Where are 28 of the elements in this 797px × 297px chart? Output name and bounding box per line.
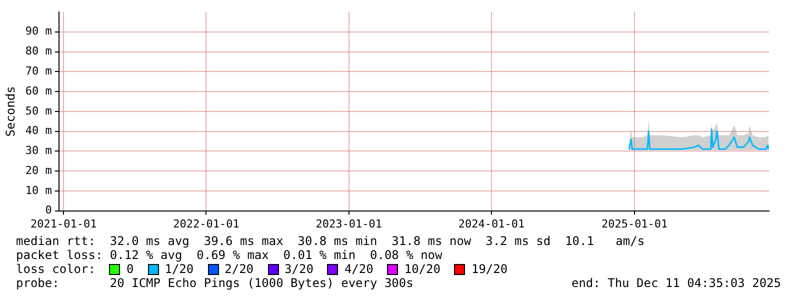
legend-label: 3/20 bbox=[284, 262, 314, 276]
x-tick-label: 2023-01-01 bbox=[316, 217, 382, 230]
y-tick-label: 40 m bbox=[25, 124, 52, 138]
y-tick-label: 0 bbox=[45, 204, 52, 217]
y-tick-label: 80 m bbox=[25, 44, 52, 58]
legend-label: 2/20 bbox=[224, 262, 254, 276]
y-tick-label: 50 m bbox=[25, 104, 52, 118]
x-tick-label: 2021-01-01 bbox=[30, 217, 97, 230]
y-axis-title: Seconds bbox=[3, 86, 18, 137]
legend-label: 19/20 bbox=[471, 262, 508, 276]
y-tick-label: 70 m bbox=[25, 64, 52, 78]
legend-label: 4/20 bbox=[344, 262, 374, 276]
text: median rtt: 32.0 ms avg 39.6 ms max 30.8 ms min 31.8 ms now 3.2 ms sd 10.1 am/s bbox=[16, 234, 646, 248]
text: end: Thu Dec 11 04:35:03 2025 bbox=[571, 276, 781, 290]
y-tick-label: 10 m bbox=[25, 184, 52, 197]
x-tick-label: 2025-01-01 bbox=[601, 217, 668, 230]
text: packet loss: 0.12 % avg 0.69 % max 0.01 % min 0.08 % now bbox=[16, 248, 444, 262]
x-tick-label: 2022-01-01 bbox=[173, 217, 240, 230]
x-tick-label: 2024-01-01 bbox=[458, 217, 525, 230]
y-tick-label: 90 m bbox=[25, 24, 52, 38]
y-tick-label: 30 m bbox=[25, 144, 52, 158]
legend-title: loss color: bbox=[16, 262, 96, 276]
text: probe: 20 ICMP Echo Pings (1000 Bytes) every 300s bbox=[16, 276, 414, 290]
legend-label: 1/20 bbox=[164, 262, 194, 276]
y-tick-label: 20 m bbox=[25, 164, 52, 177]
legend-label: 0 bbox=[126, 262, 134, 276]
legend-label: 10/20 bbox=[404, 262, 440, 276]
y-tick-label: 60 m bbox=[25, 84, 52, 98]
